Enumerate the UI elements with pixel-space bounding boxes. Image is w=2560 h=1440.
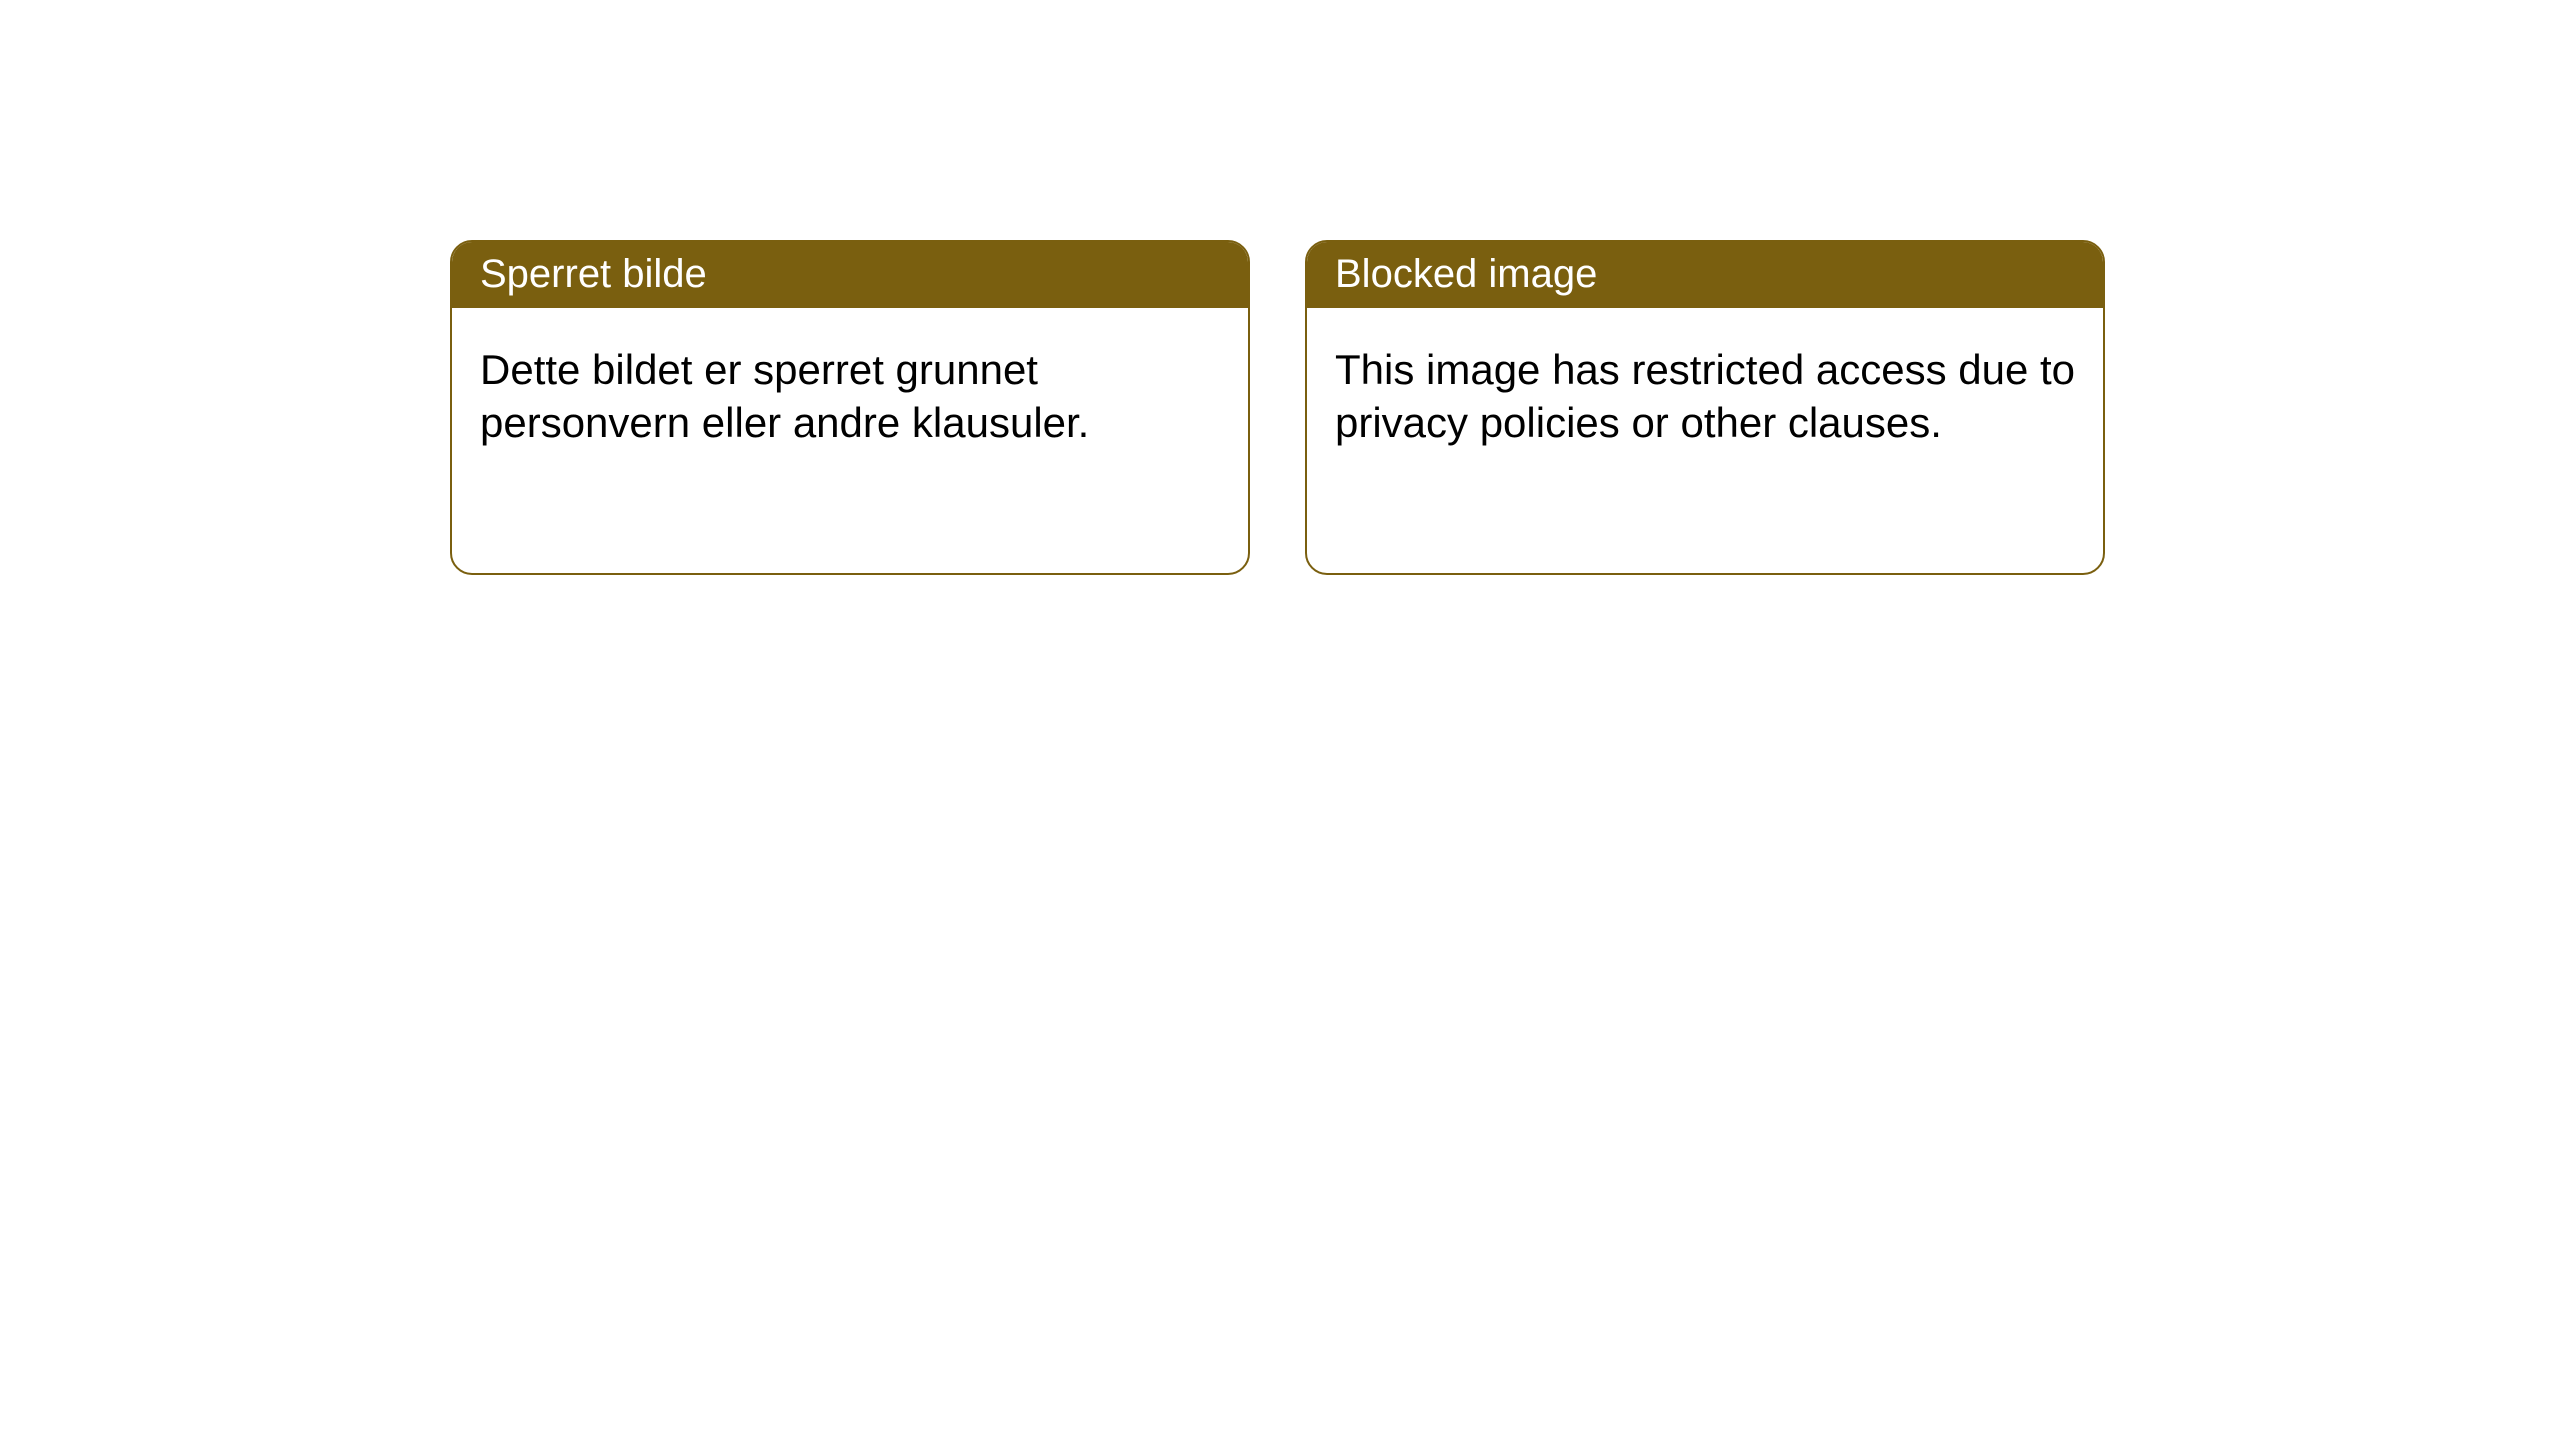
- notice-body: Dette bildet er sperret grunnet personve…: [452, 308, 1248, 485]
- notice-container: Sperret bilde Dette bildet er sperret gr…: [450, 240, 2105, 575]
- notice-box-norwegian: Sperret bilde Dette bildet er sperret gr…: [450, 240, 1250, 575]
- notice-header: Blocked image: [1307, 242, 2103, 308]
- notice-header: Sperret bilde: [452, 242, 1248, 308]
- notice-box-english: Blocked image This image has restricted …: [1305, 240, 2105, 575]
- notice-body: This image has restricted access due to …: [1307, 308, 2103, 485]
